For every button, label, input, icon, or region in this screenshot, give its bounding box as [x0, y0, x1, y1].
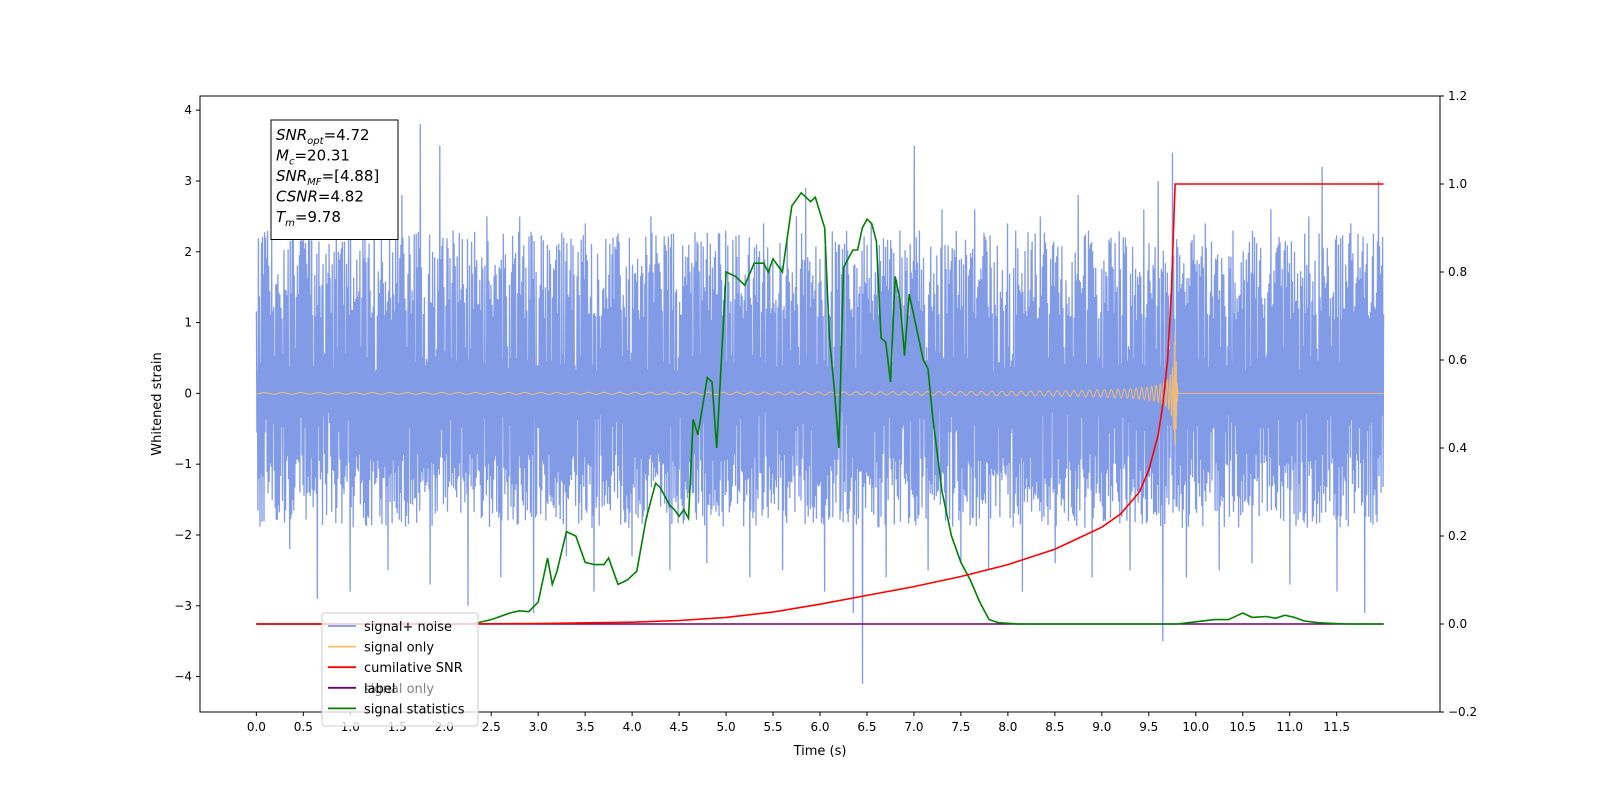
y-tick-label: 2: [184, 245, 192, 259]
y-tick-label: 3: [184, 174, 192, 188]
x-tick-label: 7.5: [951, 720, 970, 734]
legend-box: [321, 612, 479, 727]
y-tick-label: −2: [174, 528, 192, 542]
series-signal-noise: [255, 124, 1385, 684]
y-tick-label: 4: [184, 103, 192, 117]
y-tick-label: −3: [174, 599, 192, 613]
series-cumulative-snr: [256, 183, 1384, 625]
x-tick-label: 11.0: [1276, 720, 1303, 734]
annotation-line: SNRopt=4.72: [276, 126, 370, 147]
y2-tick-label: 0.4: [1448, 441, 1467, 455]
y2-tick-label: 0.6: [1448, 353, 1467, 367]
y-axis-label: Whitened strain: [150, 352, 165, 455]
x-tick-label: 6.0: [810, 720, 829, 734]
annotation-line: Tm=9.78: [276, 208, 341, 229]
x-axis-label: Time (s): [793, 744, 847, 759]
x-tick-label: 8.5: [1045, 720, 1064, 734]
x-tick-label: 7.0: [904, 720, 923, 734]
x-tick-label: 6.5: [857, 720, 876, 734]
legend-label: label: [364, 682, 395, 697]
y-tick-label: 0: [184, 386, 192, 400]
legend-hidden-label: signal only: [364, 682, 434, 697]
legend-label: signal only: [364, 641, 434, 656]
annotation-line: SNRMF=[4.88]: [276, 167, 379, 188]
x-tick-label: 10.5: [1229, 720, 1256, 734]
x-tick-label: 3.0: [529, 720, 548, 734]
annotation-box: [270, 119, 399, 240]
y2-tick-label: 0.2: [1448, 529, 1467, 543]
legend-label: cumilative SNR: [364, 661, 463, 676]
series-signal-only: [256, 331, 1384, 446]
x-tick-label: 5.0: [717, 720, 736, 734]
x-tick-label: 5.5: [763, 720, 782, 734]
y-tick-label: −4: [174, 670, 192, 684]
y-tick-label: −1: [174, 457, 192, 471]
x-tick-label: 10.0: [1182, 720, 1209, 734]
annotation-line: Mc=20.31: [276, 147, 350, 168]
series-signal-statistics: [256, 191, 1384, 625]
x-tick-label: 4.5: [670, 720, 689, 734]
x-tick-label: 9.5: [1139, 720, 1158, 734]
x-tick-label: 11.5: [1323, 720, 1350, 734]
annotation-line: CSNR=4.82: [276, 188, 364, 206]
x-tick-label: 2.5: [482, 720, 501, 734]
y2-tick-label: 1.2: [1448, 89, 1467, 103]
x-tick-label: 0.0: [247, 720, 266, 734]
x-tick-label: 0.5: [294, 720, 313, 734]
y2-tick-label: 0.8: [1448, 265, 1467, 279]
y2-tick-label: 1.0: [1448, 177, 1467, 191]
legend-label: signal statistics: [364, 702, 465, 717]
x-tick-label: 4.0: [623, 720, 642, 734]
x-tick-label: 8.0: [998, 720, 1017, 734]
y2-tick-label: 0.0: [1448, 617, 1467, 631]
legend-label: signal+ noise: [364, 620, 452, 635]
x-tick-label: 3.5: [576, 720, 595, 734]
y-tick-label: 1: [184, 316, 192, 330]
x-tick-label: 9.0: [1092, 720, 1111, 734]
y2-tick-label: −0.2: [1448, 705, 1477, 719]
